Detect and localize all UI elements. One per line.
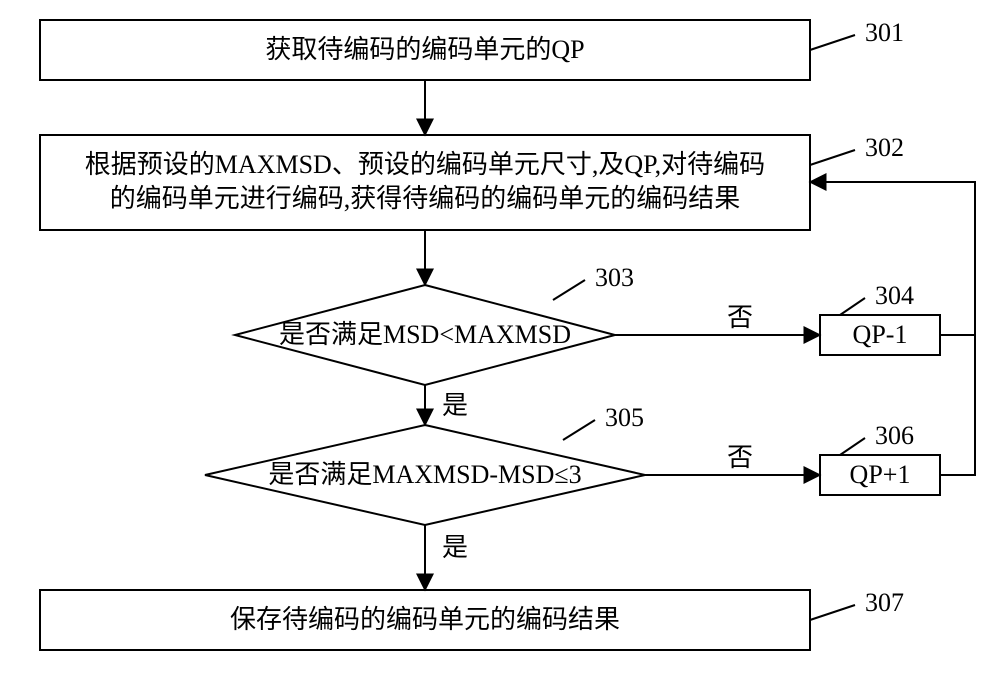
ref-301: 301 [865,18,904,47]
edge-label-305-no: 否 [727,443,753,472]
flowchart-canvas: 获取待编码的编码单元的QP 根据预设的MAXMSD、预设的编码单元尺寸,及QP,… [0,0,1000,697]
node-302-text-1: 的编码单元进行编码,获得待编码的编码单元的编码结果 [110,184,741,213]
node-304-text: QP-1 [853,320,908,349]
ref-303: 303 [595,263,634,292]
edge-label-303-no: 否 [727,303,753,332]
node-302-text-0: 根据预设的MAXMSD、预设的编码单元尺寸,及QP,对待编码 [85,150,765,179]
ref-302: 302 [865,133,904,162]
node-306: QP+1 [820,455,940,495]
node-303-text: 是否满足MSD<MAXMSD [279,320,571,349]
edge-label-303-yes: 是 [442,391,468,420]
ref-307: 307 [865,588,904,617]
node-301-text: 获取待编码的编码单元的QP [265,35,584,64]
node-307-text: 保存待编码的编码单元的编码结果 [230,605,620,634]
edge-label-305-yes: 是 [442,533,468,562]
node-307: 保存待编码的编码单元的编码结果 [40,590,810,650]
reference-leaders [553,35,865,620]
node-304: QP-1 [820,315,940,355]
node-305-text: 是否满足MAXMSD-MSD≤3 [268,460,581,489]
node-305: 是否满足MAXMSD-MSD≤3 [205,425,645,525]
ref-304: 304 [875,281,914,310]
ref-306: 306 [875,421,914,450]
node-301: 获取待编码的编码单元的QP [40,20,810,80]
node-303: 是否满足MSD<MAXMSD [235,285,615,385]
ref-305: 305 [605,403,644,432]
node-302: 根据预设的MAXMSD、预设的编码单元尺寸,及QP,对待编码 的编码单元进行编码… [40,135,810,230]
node-306-text: QP+1 [850,460,911,489]
